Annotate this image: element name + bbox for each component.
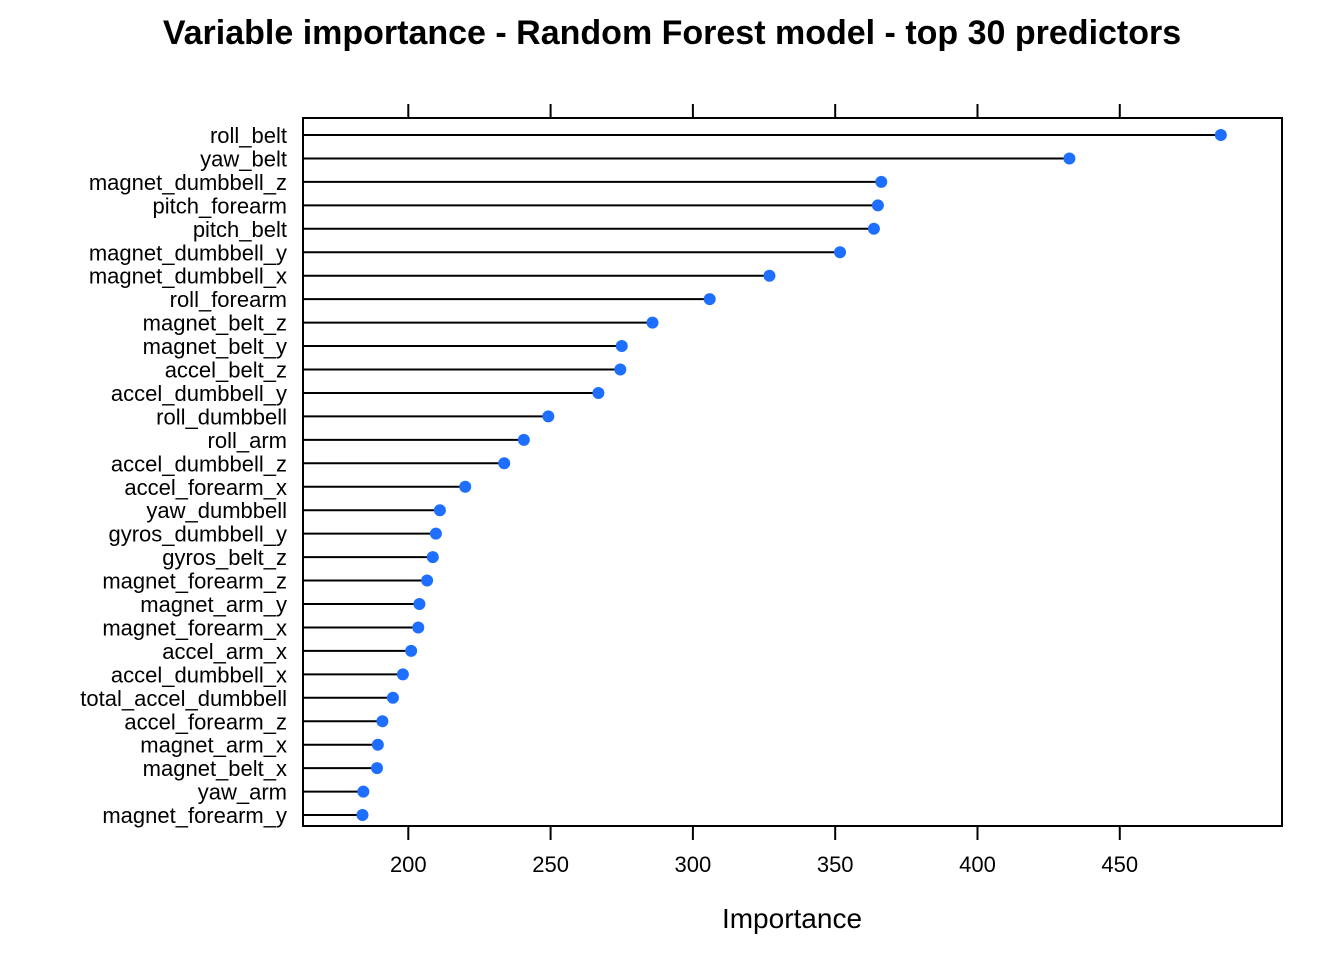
importance-point [396, 668, 409, 681]
category-label: magnet_belt_z [143, 311, 287, 336]
category-label: total_accel_dumbbell [80, 686, 287, 711]
category-label: yaw_dumbbell [146, 498, 287, 523]
category-label: accel_forearm_z [124, 709, 287, 734]
importance-point [517, 433, 530, 446]
importance-point [1063, 152, 1076, 165]
importance-point [1214, 129, 1227, 141]
importance-point [386, 691, 399, 704]
category-label: accel_arm_x [162, 639, 287, 664]
category-label: accel_dumbbell_x [111, 662, 287, 687]
importance-point [405, 644, 418, 657]
x-axis-title: Importance [722, 903, 862, 934]
category-label: magnet_dumbbell_y [89, 240, 287, 265]
category-label: magnet_belt_x [143, 756, 287, 781]
importance-point [875, 175, 888, 188]
category-label: gyros_dumbbell_y [108, 522, 287, 547]
importance-point [429, 527, 442, 540]
importance-point [433, 504, 446, 517]
importance-point [370, 762, 383, 775]
x-tick-label: 300 [675, 852, 712, 877]
plot-frame [302, 117, 1283, 827]
importance-point [867, 222, 880, 235]
importance-point [459, 480, 472, 493]
x-tick-label: 400 [959, 852, 996, 877]
category-label: magnet_forearm_z [102, 569, 287, 594]
category-label: magnet_forearm_y [102, 803, 287, 828]
category-label: pitch_forearm [152, 193, 287, 218]
importance-point [376, 715, 389, 728]
category-label: magnet_belt_y [143, 334, 287, 359]
category-label: magnet_forearm_x [102, 615, 287, 640]
category-label: accel_dumbbell_y [111, 381, 287, 406]
importance-point [592, 386, 605, 399]
category-label: gyros_belt_z [162, 545, 287, 570]
importance-point [703, 293, 716, 306]
x-tick-label: 200 [390, 852, 427, 877]
importance-point [763, 269, 776, 282]
importance-point [412, 621, 425, 634]
importance-point [834, 246, 847, 259]
importance-point [371, 738, 384, 751]
x-tick-label: 350 [817, 852, 854, 877]
x-tick-label: 250 [532, 852, 569, 877]
category-label: roll_arm [208, 428, 287, 453]
importance-point [498, 457, 511, 470]
category-label: yaw_arm [198, 780, 287, 805]
category-label: roll_dumbbell [156, 404, 287, 429]
category-label: accel_dumbbell_z [111, 451, 287, 476]
category-label: yaw_belt [200, 146, 287, 171]
importance-point [615, 340, 628, 353]
importance-point [614, 363, 627, 376]
importance-point [356, 809, 369, 822]
importance-point [413, 598, 426, 610]
category-label: magnet_dumbbell_x [89, 264, 287, 289]
category-label: accel_belt_z [165, 358, 287, 383]
importance-point [421, 574, 434, 587]
category-label: roll_forearm [170, 287, 287, 312]
importance-point [646, 316, 659, 329]
category-label: pitch_belt [193, 217, 287, 242]
importance-point [871, 199, 884, 212]
importance-point [426, 551, 439, 564]
category-label: magnet_arm_x [140, 733, 287, 758]
category-label: magnet_arm_y [140, 592, 287, 617]
category-label: roll_belt [210, 123, 287, 148]
category-label: magnet_dumbbell_z [89, 170, 287, 195]
importance-point [357, 785, 370, 798]
x-tick-label: 450 [1101, 852, 1138, 877]
importance-point [542, 410, 555, 423]
chart-title: Variable importance - Random Forest mode… [163, 14, 1181, 52]
category-label: accel_forearm_x [124, 475, 287, 500]
